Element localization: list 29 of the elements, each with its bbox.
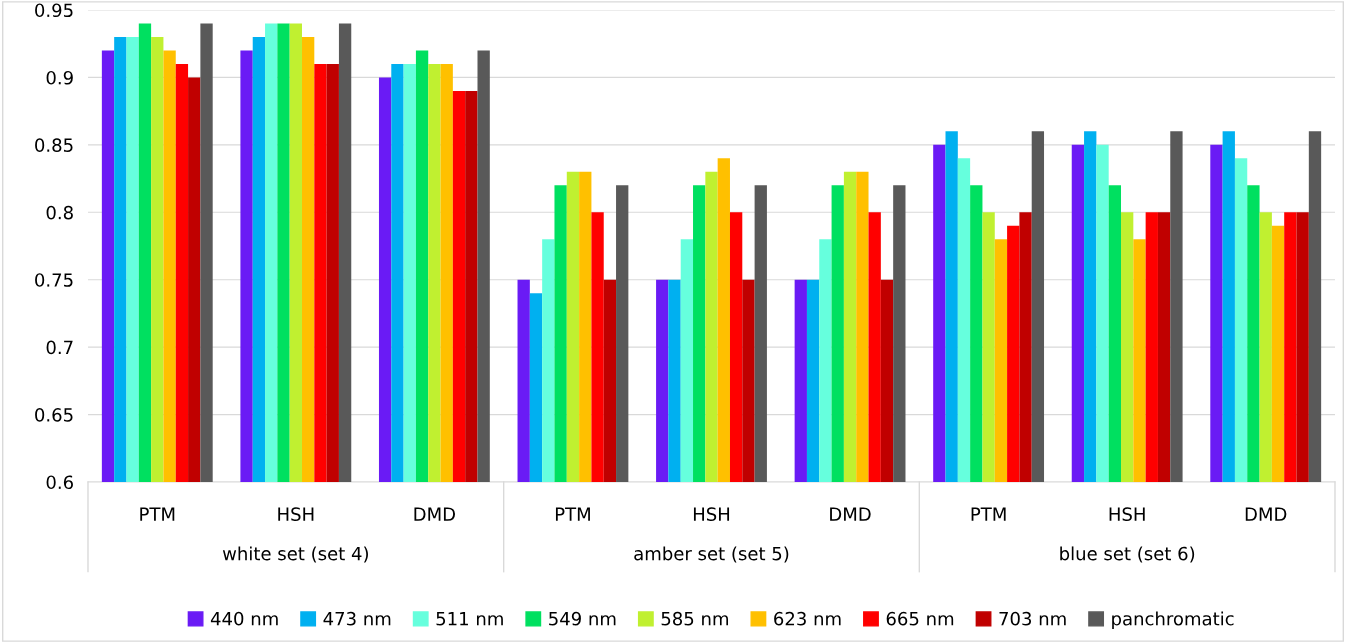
x-tick-label: HSH	[278, 507, 314, 521]
legend-label: 440 nm	[210, 611, 278, 626]
y-tick-label: 0.9	[46, 70, 73, 85]
y-tick-label: 0.65	[35, 408, 73, 422]
legend-label: 585 nm	[661, 611, 728, 626]
y-tick-label: 0.6	[46, 475, 73, 490]
y-tick-label: 0.7	[46, 340, 73, 355]
y-tick-label: 0.75	[35, 273, 73, 287]
y-tick-label: 0.85	[35, 138, 73, 152]
legend-label: 549 nm	[549, 611, 616, 626]
x-tick-label: DMD	[414, 507, 456, 521]
legend-label: 703 nm	[999, 611, 1066, 626]
legend-label: 665 nm	[886, 611, 954, 626]
x-tick-label: DMD	[830, 507, 871, 521]
legend-label: panchromatic	[1112, 611, 1234, 629]
text: white set (set 4)	[222, 546, 368, 563]
text: blue set (set 6)	[1060, 546, 1195, 563]
x-tick-label: PTM	[555, 507, 590, 521]
x-tick-label: PTM	[140, 507, 175, 521]
y-tick-label: 0.8	[46, 205, 73, 220]
x-tick-label: DMD	[1245, 507, 1287, 521]
legend-label: 473 nm	[323, 611, 391, 626]
x-tick-label: HSH	[693, 507, 730, 521]
legend-label: 511 nm	[436, 612, 503, 626]
legend-label: 623 nm	[774, 611, 841, 626]
text: amber set (set 5)	[634, 546, 789, 563]
x-tick-label: PTM	[971, 507, 1006, 521]
y-tick-label: 0.95	[35, 3, 73, 18]
x-tick-label: HSH	[1109, 507, 1145, 521]
